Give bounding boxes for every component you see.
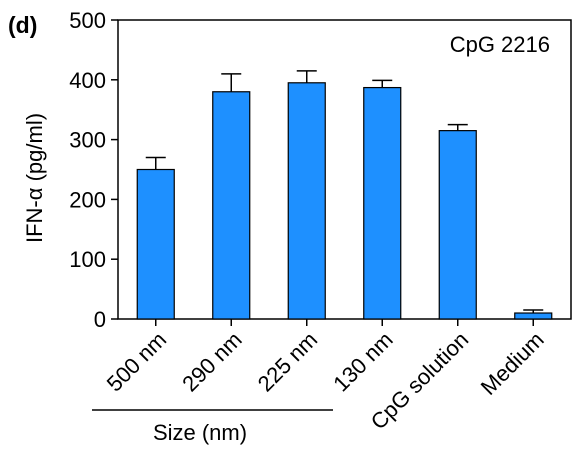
y-tick-label: 400	[69, 68, 106, 93]
y-tick-label: 100	[69, 247, 106, 272]
bar	[514, 312, 553, 320]
bar	[438, 130, 477, 320]
y-tick-label: 500	[69, 8, 106, 33]
x-tick-label: Medium	[476, 327, 549, 400]
bar	[287, 82, 326, 320]
chart-annotation: CpG 2216	[450, 32, 550, 57]
bar	[363, 86, 402, 320]
y-tick-label: 300	[69, 128, 106, 153]
plot-frame	[117, 19, 572, 320]
x-tick-label: 225 nm	[253, 327, 323, 397]
bar	[212, 91, 251, 320]
x-group-title: Size (nm)	[153, 420, 247, 445]
plot-area: 0 100 200 300 400 500 500 nm 290 nm 225 nm 130 nm…	[69, 8, 572, 434]
panel-label: (d)	[8, 12, 37, 38]
x-tick-label: 290 nm	[177, 327, 247, 397]
x-tick-label: 130 nm	[328, 327, 398, 397]
bar	[136, 168, 175, 320]
y-axis-title: IFN-α (pg/ml)	[22, 113, 47, 243]
y-tick-label: 0	[94, 307, 106, 332]
y-tick-label: 200	[69, 187, 106, 212]
x-tick-label: 500 nm	[102, 327, 172, 397]
